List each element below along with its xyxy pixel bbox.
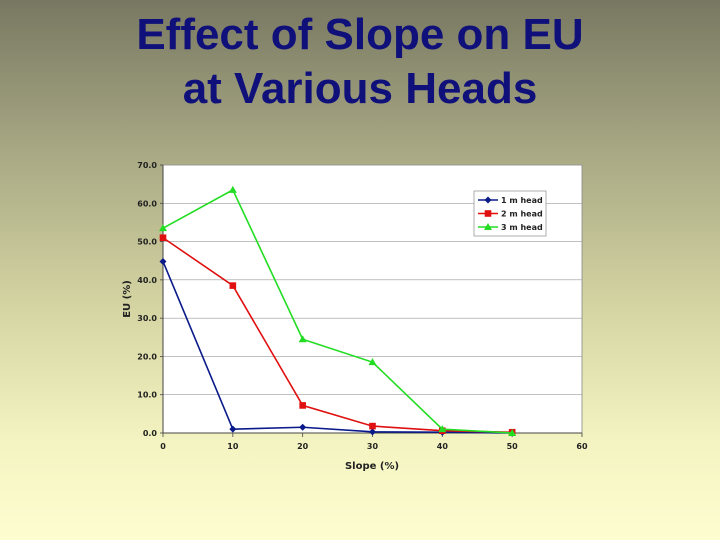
x-tick-label: 50 (507, 442, 519, 451)
series-line (162, 237, 513, 434)
y-axis-label: EU (%) (122, 280, 133, 318)
x-tick-label: 30 (367, 442, 379, 451)
data-point (369, 422, 376, 430)
series-line (162, 188, 513, 434)
legend-swatch-marker (484, 223, 492, 230)
series-line (162, 261, 513, 434)
legend-label: 2 m head (501, 210, 543, 219)
x-tick-label: 0 (160, 442, 166, 451)
data-point (369, 428, 376, 436)
x-tick-label: 40 (437, 442, 449, 451)
slide-title: Effect of Slope on EU at Various Heads (0, 8, 720, 116)
data-point (159, 234, 167, 242)
x-tick-label: 60 (576, 442, 588, 451)
data-point (368, 358, 377, 366)
y-tick-labels: 0.0 10.0 20.0 30.0 40.0 50.0 60.0 70.0 (137, 161, 157, 438)
legend-item: 1 m head (478, 196, 543, 205)
legend-item: 2 m head (478, 210, 543, 219)
legend-label: 1 m head (501, 196, 543, 205)
x-tick-labels: 0 10 20 30 40 50 60 (160, 442, 588, 451)
y-tick-label: 30.0 (137, 314, 157, 323)
series-layer (159, 185, 517, 437)
x-tick-label: 20 (297, 442, 309, 451)
legend-item: 3 m head (478, 223, 543, 232)
y-tick-label: 70.0 (137, 161, 157, 170)
data-point (299, 423, 307, 431)
data-point (229, 282, 237, 289)
x-axis-label: Slope (%) (345, 461, 399, 472)
legend-label: 3 m head (501, 223, 543, 232)
y-tick-label: 0.0 (143, 429, 158, 438)
slide-title-line-1: Effect of Slope on EU (136, 10, 584, 59)
data-point (299, 402, 306, 409)
data-point (159, 224, 167, 232)
data-point (228, 185, 237, 193)
data-point (508, 429, 517, 436)
legend-swatch-marker (484, 196, 492, 204)
data-point (298, 335, 307, 343)
data-point (159, 257, 167, 265)
legend: 1 m head 2 m head 3 m head (473, 190, 547, 237)
slide-title-line-2: at Various Heads (182, 64, 538, 113)
data-point (438, 425, 447, 433)
y-tick-label: 50.0 (137, 238, 157, 247)
x-tick-label: 10 (227, 442, 239, 451)
data-point (229, 425, 237, 433)
y-tick-label: 10.0 (137, 391, 157, 400)
y-tick-label: 60.0 (137, 199, 157, 208)
series-3 (159, 185, 517, 436)
legend-swatch-marker (484, 210, 492, 217)
y-tick-label: 40.0 (137, 276, 157, 285)
y-tick-label: 20.0 (137, 352, 157, 361)
